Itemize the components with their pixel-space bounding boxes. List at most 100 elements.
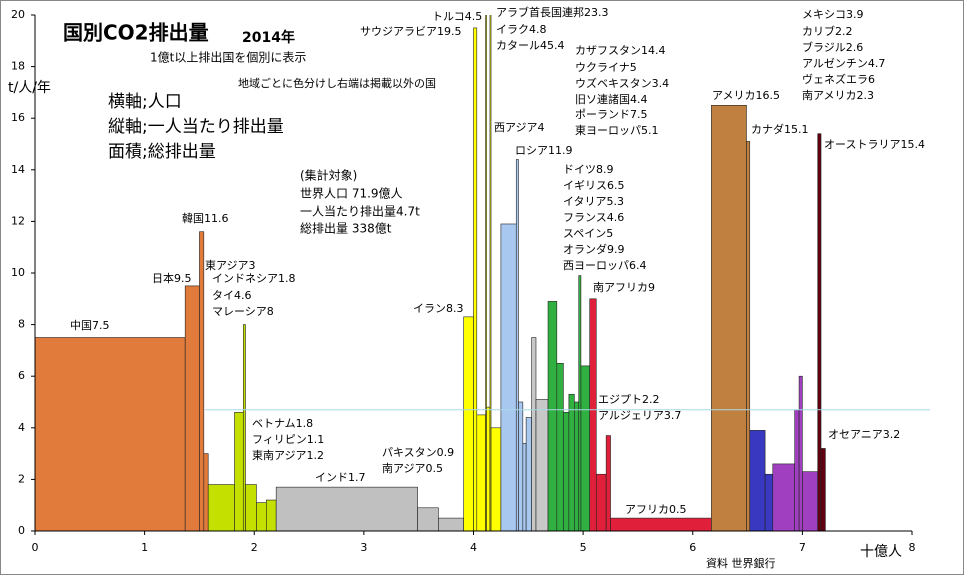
bar-label: サウジアラビア19.5 [360,25,462,38]
note: 1億t以上排出国を個別に表示 [150,51,306,65]
x-axis-label: 十億人 [860,544,902,560]
bar [417,507,439,532]
bar-label: ブラジル2.6 [802,40,863,54]
x-tick-label: 1 [141,541,148,554]
bar [34,337,186,532]
bar [531,337,537,532]
x-tick-label: 7 [799,541,806,554]
bar [242,324,246,532]
bar [266,499,277,532]
bar-label: 旧ソ連諸国4.4 [575,92,648,106]
bar-label: ベトナム1.8 [252,417,313,430]
y-tick-label: 8 [18,318,25,331]
bar [580,365,591,532]
bar-label: カタール45.4 [496,39,565,52]
bar-label: ヴェネズエラ6 [802,72,875,86]
bar-label: 南アフリカ9 [593,281,655,294]
bar [610,517,712,532]
bar-label: イラン8.3 [413,302,464,315]
bar-label: アラブ首長国連邦23.3 [496,5,609,19]
bar [256,502,267,532]
y-tick-label: 2 [18,472,25,485]
y-tick-label: 18 [11,60,25,73]
bar [275,486,418,532]
bar [515,159,519,532]
x-tick-label: 5 [580,541,587,554]
bar-label: カリブ2.2 [802,24,853,38]
bar [490,427,502,532]
bar [199,231,205,532]
bar-label: オランダ9.9 [563,242,625,256]
bar-label: オーストラリア15.4 [824,138,925,151]
bar [568,393,575,532]
bar-label: アメリカ16.5 [712,89,780,102]
bar-label: ロシア11.9 [515,144,573,157]
bar-label: イギリス6.5 [563,179,625,192]
bar-label: ドイツ8.9 [563,163,614,176]
bar-label: トルコ4.5 [432,10,482,23]
bar-label: タイ4.6 [212,289,252,302]
bar-label: スペイン5 [563,227,613,240]
y-tick-label: 4 [18,421,25,434]
note: 地域ごとに色分けし右端は掲載以外の国 [238,76,436,90]
bar-label: 日本9.5 [152,271,192,285]
note: (集計対象) [300,168,357,183]
x-tick-label: 0 [32,541,39,554]
bar-label: 南アジア0.5 [382,462,443,475]
bar-label: アフリカ0.5 [625,503,687,516]
bar-label: アルゼンチン4.7 [802,57,885,70]
bar [556,362,564,532]
bar-label: 南アメリカ2.3 [802,89,874,102]
bar-label: 中国7.5 [70,319,110,332]
bar [749,430,766,532]
x-tick-label: 4 [470,541,477,554]
note: 面積;総排出量 [108,142,216,162]
bar [711,105,747,532]
bar [746,141,751,532]
y-tick-label: 16 [11,111,25,124]
bar-label: イタリア5.3 [563,195,624,208]
bar [486,406,491,532]
bar [473,27,478,532]
bar [574,401,580,532]
bar [547,301,558,532]
y-tick-label: 14 [11,163,25,176]
bar [772,463,796,532]
note: 総排出量 338億t [300,222,392,236]
x-tick-label: 2 [251,541,258,554]
y-tick-label: 6 [18,369,25,382]
bar [820,448,826,532]
bar-label: カナダ15.1 [751,122,809,136]
chart-title: 国別CO2排出量 [63,21,209,45]
bar [764,473,774,532]
bar [794,409,800,532]
bar [207,484,235,532]
bar [525,417,532,532]
bar-label: イラク4.8 [496,23,547,36]
bar-label: ウクライナ5 [575,61,637,74]
bar [605,435,611,532]
bar-label: カザフスタン14.4 [575,44,666,57]
note: 縦軸;一人当たり排出量 [108,117,284,137]
x-tick-label: 8 [909,541,916,554]
bar-label: 韓国11.6 [182,212,229,225]
bar-label: マレーシア8 [212,305,274,318]
bar-label: インド1.7 [315,471,366,484]
bar-label: パキスタン0.9 [382,446,454,459]
bar-label: アルジェリア3.7 [598,409,681,422]
note: 一人当たり排出量4.7t [300,205,420,219]
bar-label: 東南アジア1.2 [252,449,324,462]
chart-subtitle: 2014年 [242,29,295,46]
bar [802,471,819,532]
bar [203,453,209,532]
bar [500,223,517,532]
bar [234,412,244,532]
bar [518,401,524,532]
bar-label: 西ヨーロッパ6.4 [563,259,647,272]
note: 横軸;人口 [108,92,182,112]
bar-label: エジプト2.2 [598,393,660,406]
bars [34,15,826,532]
x-tick-label: 3 [360,541,367,554]
bar-label: メキシコ3.9 [802,8,864,21]
bar-label: フランス4.6 [563,211,624,224]
